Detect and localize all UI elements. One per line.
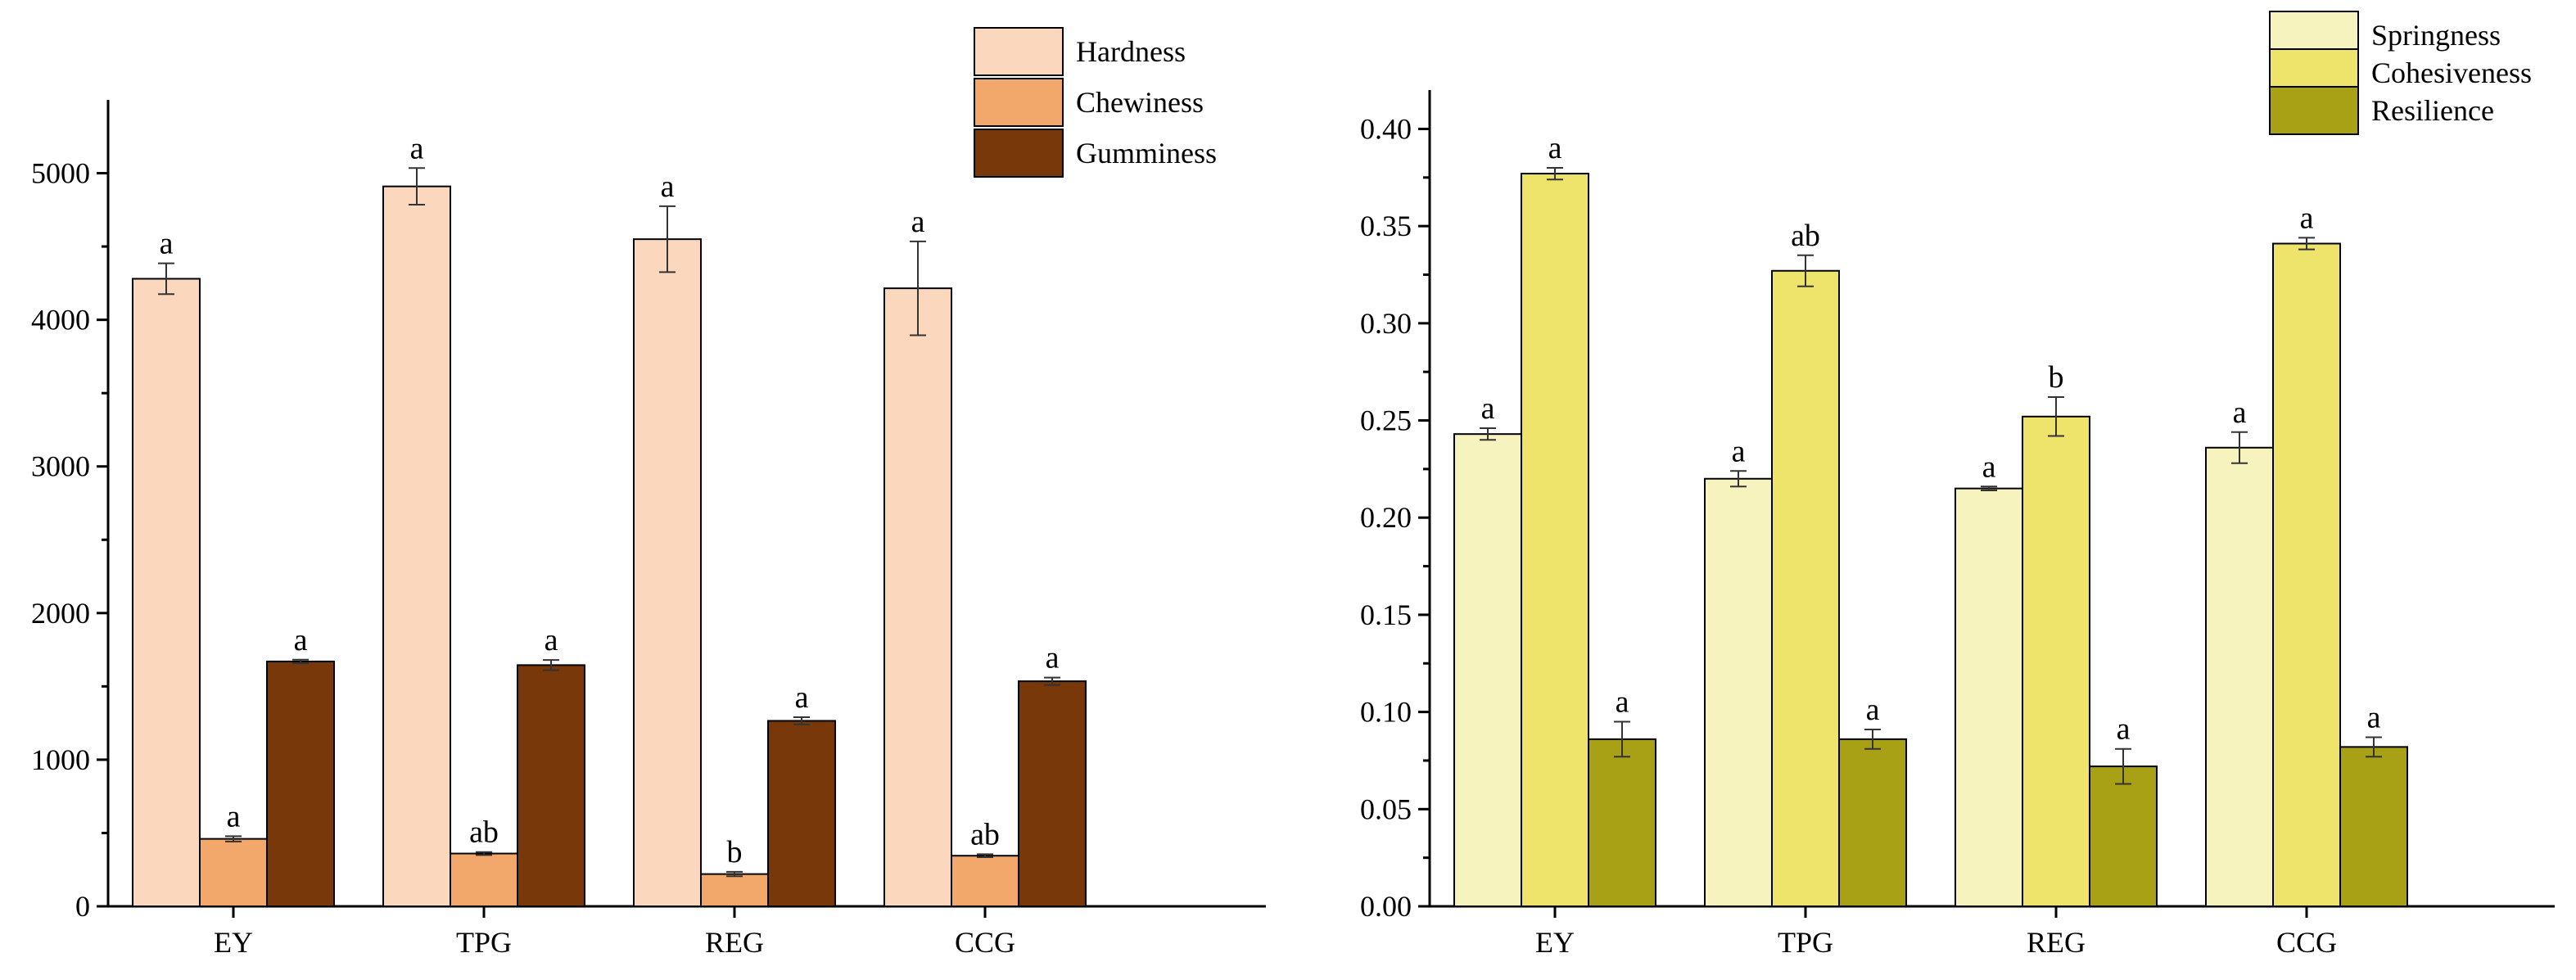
x-tick-label: REG [2027, 926, 2086, 959]
legend-label-hardness: Hardness [1076, 35, 1186, 68]
legend-swatch-hardness [974, 27, 1064, 76]
significance-label: a [2233, 395, 2247, 430]
texture-chart-right: 0.00 0.05 0.10 0.15 0.20 0.25 0.30 0.35 0.40 a a a E… [1360, 11, 2555, 959]
significance-label: a [1982, 449, 1996, 484]
significance-label: a [2117, 712, 2131, 747]
significance-label: a [294, 623, 308, 657]
y-tick-label: 0.15 [1360, 598, 1412, 631]
legend-label-cohesiveness: Cohesiveness [2371, 56, 2532, 89]
significance-label: a [545, 623, 558, 657]
y-tick-label: 0 [75, 890, 90, 923]
significance-label: a [1548, 131, 1562, 165]
bar-cohesiveness-tpg [1771, 269, 1840, 907]
significance-label: a [1616, 684, 1629, 719]
significance-label: b [727, 835, 743, 869]
bar-cohesiveness-ey [1521, 173, 1589, 908]
significance-label: a [2367, 700, 2381, 734]
x-tick-label: REG [705, 926, 764, 959]
y-tick-label: 2000 [31, 597, 90, 630]
y-tick-label: 0.20 [1360, 501, 1412, 534]
y-tick-label: 0.25 [1360, 404, 1412, 437]
bar-resilience-ey [1588, 738, 1656, 907]
bar-gumminess-tpg [517, 664, 585, 907]
bar-chewiness-reg [700, 873, 769, 907]
bar-springness-ey [1453, 433, 1522, 907]
bar-resilience-tpg [1838, 738, 1907, 907]
bar-gumminess-ccg [1018, 680, 1087, 907]
y-tick-label: 0.00 [1360, 890, 1412, 923]
bar-cohesiveness-reg [2022, 415, 2090, 907]
x-tick-label: CCG [955, 926, 1015, 959]
y-tick-label: 1000 [31, 743, 90, 776]
significance-label: a [410, 131, 424, 165]
x-tick-label: TPG [1778, 926, 1833, 959]
bar-resilience-reg [2089, 765, 2158, 907]
significance-label: a [1046, 641, 1060, 675]
significance-label: a [1866, 693, 1880, 727]
bar-resilience-ccg [2339, 746, 2408, 907]
x-tick-label: TPG [456, 926, 512, 959]
y-tick-label: 5000 [31, 157, 90, 190]
x-tick-label: EY [214, 926, 253, 959]
y-tick-label: 0.10 [1360, 696, 1412, 729]
legend-swatch-resilience [2269, 86, 2359, 135]
significance-label: a [1732, 434, 1746, 468]
bar-hardness-reg [633, 238, 702, 907]
significance-label: a [160, 227, 174, 261]
y-tick-label: 4000 [31, 304, 90, 336]
y-tick-label: 0.30 [1360, 307, 1412, 340]
bar-chewiness-ccg [951, 855, 1019, 907]
legend-label-resilience: Resilience [2371, 94, 2494, 127]
bar-cohesiveness-ccg [2272, 242, 2341, 907]
bar-hardness-ey [132, 278, 201, 907]
significance-label: a [227, 799, 241, 833]
y-tick-label: 0.35 [1360, 210, 1412, 242]
significance-label: ab [1791, 219, 1820, 253]
significance-label: ab [469, 815, 499, 850]
y-tick-label: 3000 [31, 450, 90, 483]
legend-swatch-gumminess [974, 129, 1064, 178]
x-tick-label: CCG [2276, 926, 2337, 959]
legend-label-chewiness: Chewiness [1076, 86, 1204, 119]
significance-label: a [1481, 391, 1495, 426]
legend-swatch-chewiness [974, 78, 1064, 127]
significance-label: a [795, 680, 809, 715]
significance-label: a [2300, 201, 2314, 235]
x-tick-label: EY [1535, 926, 1575, 959]
bar-springness-ccg [2205, 446, 2274, 907]
bar-hardness-tpg [382, 185, 451, 907]
bar-gumminess-ey [266, 660, 335, 907]
bar-hardness-ccg [884, 287, 952, 907]
significance-label: a [661, 169, 675, 204]
significance-label: b [2049, 360, 2064, 395]
bar-chewiness-ey [199, 838, 268, 907]
bar-gumminess-reg [767, 720, 836, 908]
y-tick-label: 0.40 [1360, 112, 1412, 145]
legend-label-gumminess: Gumminess [1076, 137, 1217, 169]
significance-label: a [911, 205, 925, 239]
bar-springness-tpg [1704, 477, 1773, 907]
bar-chewiness-tpg [450, 852, 518, 907]
y-tick-label: 0.05 [1360, 793, 1412, 825]
bar-springness-reg [1955, 487, 2023, 908]
texture-chart-left: 010002000300040005000aaaEYaabaTPGabaREGa… [31, 27, 1266, 959]
significance-label: ab [970, 817, 1000, 851]
legend-label-springness: Springness [2371, 19, 2501, 52]
